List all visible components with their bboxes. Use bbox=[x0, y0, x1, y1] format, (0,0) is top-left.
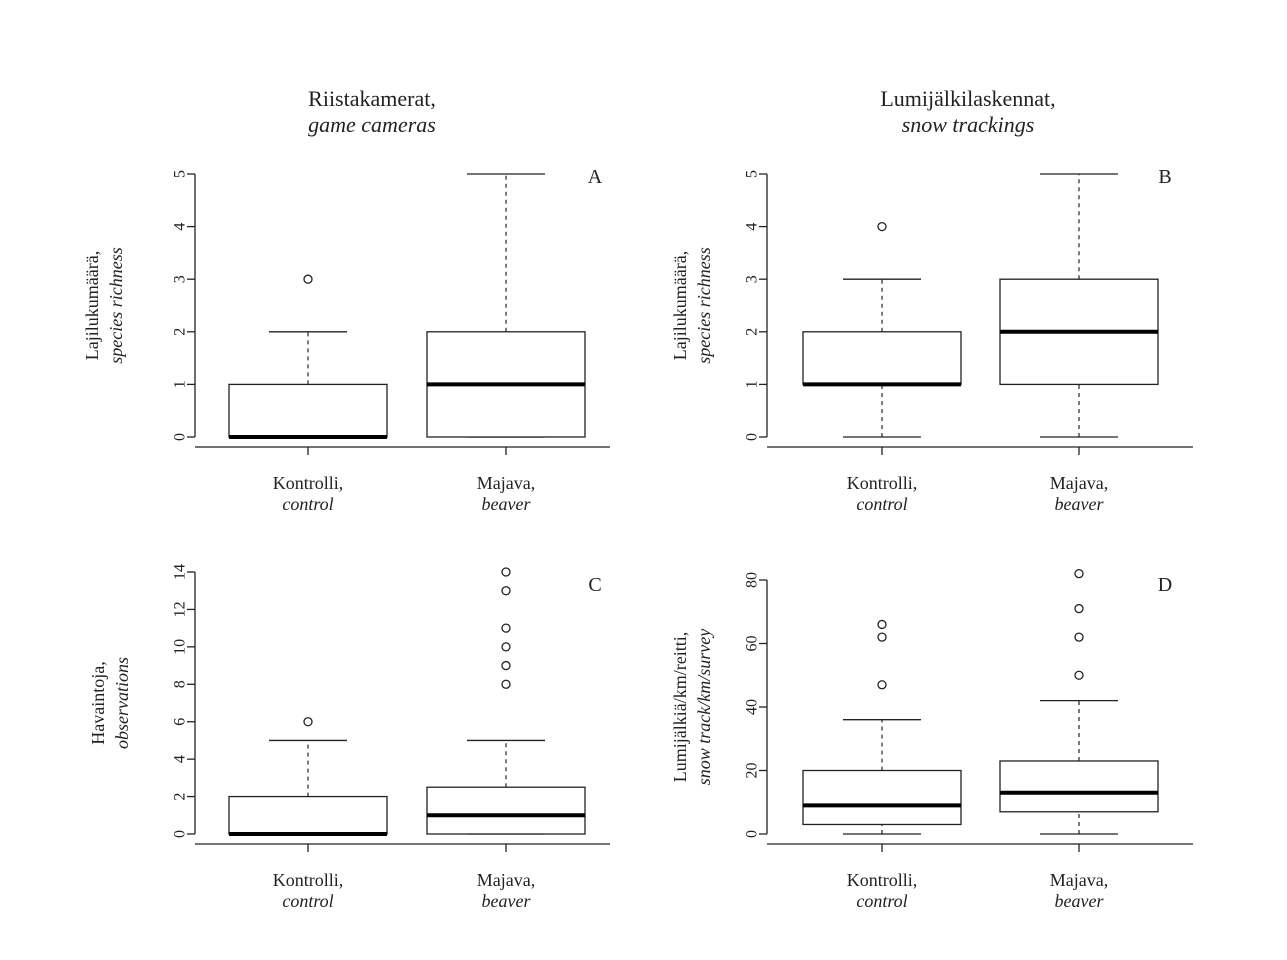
box-iqr bbox=[999, 760, 1159, 813]
y-axis-label-line1: Lajilukumäärä, bbox=[670, 251, 690, 360]
y-tick-label: 0 bbox=[744, 830, 761, 838]
panel-letter: D bbox=[1158, 574, 1172, 596]
y-axis-label-line2: species richness bbox=[106, 247, 126, 363]
y-axis-label-line2: species richness bbox=[694, 247, 714, 363]
box-control bbox=[228, 274, 388, 439]
box-iqr bbox=[426, 786, 586, 835]
y-tick-label: 12 bbox=[172, 601, 189, 617]
panel-letter: A bbox=[588, 166, 603, 188]
outlier-point bbox=[877, 221, 887, 232]
column-title-right-line1: Lumijälkilaskennat, bbox=[880, 86, 1055, 111]
x-category-label-line2: beaver bbox=[482, 494, 532, 514]
panel-letter: B bbox=[1158, 166, 1171, 188]
y-tick-label: 5 bbox=[172, 170, 189, 178]
outlier-point bbox=[877, 680, 887, 690]
y-axis-label-line1: Lajilukumäärä, bbox=[82, 251, 102, 360]
x-category-label-line1: Kontrolli, bbox=[273, 870, 344, 890]
outlier-point bbox=[501, 660, 511, 671]
box-control bbox=[802, 221, 962, 438]
x-category-label-line2: control bbox=[282, 891, 333, 911]
box-beaver bbox=[426, 567, 586, 835]
panel-c: 0 2 4 6 8 10 12 14 Havaintoja, observations Kontro… bbox=[88, 564, 610, 911]
box-control bbox=[228, 717, 388, 836]
outlier-point bbox=[877, 632, 887, 642]
y-axis-label-line2: snow track/km/survey bbox=[694, 629, 714, 785]
y-tick-label: 1 bbox=[744, 380, 761, 388]
y-tick-label: 8 bbox=[172, 680, 189, 688]
outlier-point bbox=[1074, 632, 1084, 642]
column-title-left-line1: Riistakamerat, bbox=[308, 86, 436, 111]
x-category-label-line1: Kontrolli, bbox=[847, 473, 918, 493]
outlier-point bbox=[501, 586, 511, 596]
y-tick-label: 2 bbox=[172, 793, 189, 801]
x-category-label-line1: Majava, bbox=[1050, 870, 1108, 890]
column-title-right: Lumijälkilaskennat, snow trackings bbox=[880, 86, 1055, 137]
box-beaver bbox=[426, 173, 586, 438]
y-tick-label: 80 bbox=[744, 572, 761, 588]
y-tick-label: 3 bbox=[744, 275, 761, 283]
outlier-point bbox=[501, 567, 511, 577]
y-axis-label-line2: observations bbox=[112, 657, 132, 749]
y-tick-label: 4 bbox=[172, 223, 189, 231]
y-tick-label: 5 bbox=[744, 170, 761, 178]
x-category-label-line2: beaver bbox=[1055, 494, 1105, 514]
outlier-point bbox=[303, 274, 313, 284]
outlier-point bbox=[501, 642, 511, 652]
box-control bbox=[802, 619, 962, 835]
y-tick-label: 4 bbox=[744, 223, 761, 231]
y-tick-label: 0 bbox=[172, 433, 189, 441]
y-tick-label: 2 bbox=[744, 328, 761, 336]
x-category-label-line2: control bbox=[856, 494, 907, 514]
y-tick-label: 40 bbox=[744, 699, 761, 715]
box-iqr bbox=[802, 769, 962, 826]
panel-a: 0 1 2 3 4 5 Lajilukumäärä, species richness Kont… bbox=[82, 166, 610, 514]
y-tick-label: 20 bbox=[744, 763, 761, 779]
y-tick-label: 1 bbox=[172, 380, 189, 388]
y-tick-label: 4 bbox=[172, 755, 189, 763]
x-category-label-line1: Kontrolli, bbox=[273, 473, 344, 493]
outlier-point bbox=[501, 623, 511, 633]
x-category-label-line2: control bbox=[856, 891, 907, 911]
panel-b: 0 1 2 3 4 5 Lajilukumäärä, species richness Kont… bbox=[670, 166, 1193, 514]
y-tick-label: 60 bbox=[744, 636, 761, 652]
outlier-point bbox=[877, 619, 887, 630]
x-category-label-line2: beaver bbox=[482, 891, 532, 911]
y-axis-label-line1: Havaintoja, bbox=[88, 661, 108, 744]
y-tick-label: 3 bbox=[172, 275, 189, 283]
y-tick-label: 2 bbox=[172, 328, 189, 336]
y-tick-label: 0 bbox=[744, 433, 761, 441]
x-category-label-line2: beaver bbox=[1055, 891, 1105, 911]
outlier-point bbox=[1074, 569, 1084, 579]
x-category-label-line1: Majava, bbox=[1050, 473, 1108, 493]
x-category-label-line1: Majava, bbox=[477, 870, 535, 890]
box-iqr bbox=[228, 795, 388, 835]
outlier-point bbox=[303, 717, 313, 727]
x-category-label-line1: Kontrolli, bbox=[847, 870, 918, 890]
column-title-right-line2: snow trackings bbox=[902, 112, 1035, 137]
box-iqr bbox=[802, 331, 962, 386]
box-iqr bbox=[228, 383, 388, 438]
y-tick-label: 0 bbox=[172, 830, 189, 838]
y-tick-label: 10 bbox=[172, 639, 189, 655]
box-beaver bbox=[999, 173, 1159, 438]
panel-letter: C bbox=[588, 574, 601, 596]
x-category-label-line2: control bbox=[282, 494, 333, 514]
x-category-label-line1: Majava, bbox=[477, 473, 535, 493]
box-beaver bbox=[999, 569, 1159, 835]
outlier-point bbox=[1074, 670, 1084, 680]
column-title-left: Riistakamerat, game cameras bbox=[308, 86, 436, 137]
panel-d: 0 20 40 60 80 Lumijälkiä/km/reitti, snow track… bbox=[670, 569, 1193, 911]
y-tick-label: 14 bbox=[172, 564, 189, 580]
y-axis-label-line1: Lumijälkiä/km/reitti, bbox=[670, 632, 690, 782]
column-title-left-line2: game cameras bbox=[308, 112, 436, 137]
outlier-point bbox=[501, 679, 511, 689]
outlier-point bbox=[1074, 603, 1084, 614]
y-tick-label: 6 bbox=[172, 718, 189, 726]
